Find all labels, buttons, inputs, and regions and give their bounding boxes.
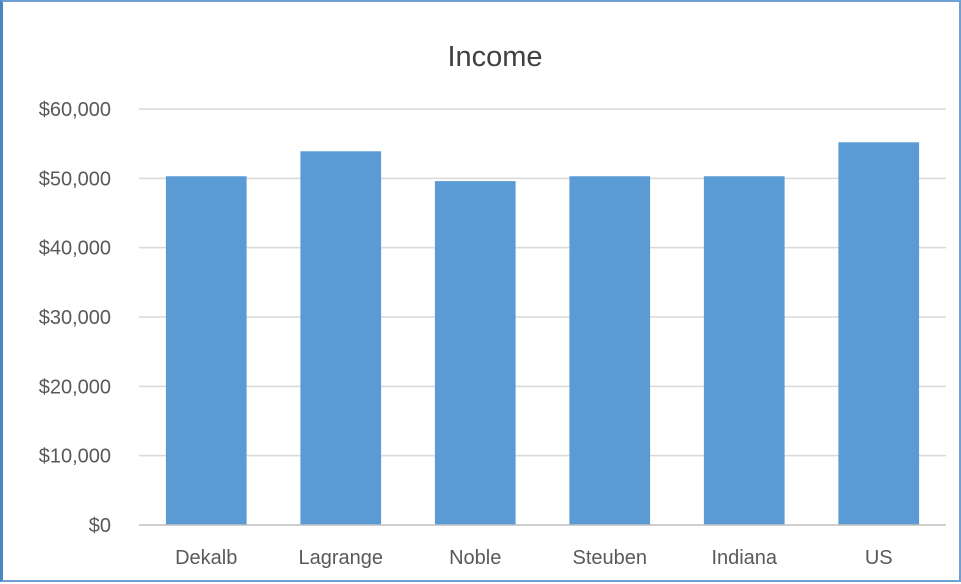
y-tick-label: $20,000 <box>39 376 111 398</box>
x-tick-label: Lagrange <box>298 547 383 569</box>
bar-us <box>838 142 920 525</box>
bar-noble <box>434 181 516 525</box>
x-tick-label: US <box>865 547 893 569</box>
bar-indiana <box>703 176 785 525</box>
y-tick-label: $50,000 <box>39 168 111 190</box>
y-tick-label: $40,000 <box>39 238 111 260</box>
income-bar-chart: Income $0 $10,000 $20,000 $30,000 $40,000 $50… <box>39 41 946 569</box>
x-tick-label: Indiana <box>711 547 777 569</box>
y-tick-label: $0 <box>89 515 111 537</box>
x-tick-label: Noble <box>449 547 501 569</box>
gridlines <box>139 108 946 457</box>
x-axis: Dekalb Lagrange Noble Steuben Indiana US <box>139 524 946 569</box>
bar-dekalb <box>165 176 247 525</box>
chart-title: Income <box>447 41 542 73</box>
bar-lagrange <box>300 151 382 525</box>
y-axis: $0 $10,000 $20,000 $30,000 $40,000 $50,000 $60… <box>39 99 111 537</box>
bar-steuben <box>569 176 651 525</box>
y-tick-label: $30,000 <box>39 307 111 329</box>
x-tick-label: Dekalb <box>175 547 237 569</box>
x-tick-label: Steuben <box>572 547 647 569</box>
y-tick-label: $60,000 <box>39 99 111 121</box>
bars <box>165 142 920 525</box>
y-tick-label: $10,000 <box>39 446 111 468</box>
